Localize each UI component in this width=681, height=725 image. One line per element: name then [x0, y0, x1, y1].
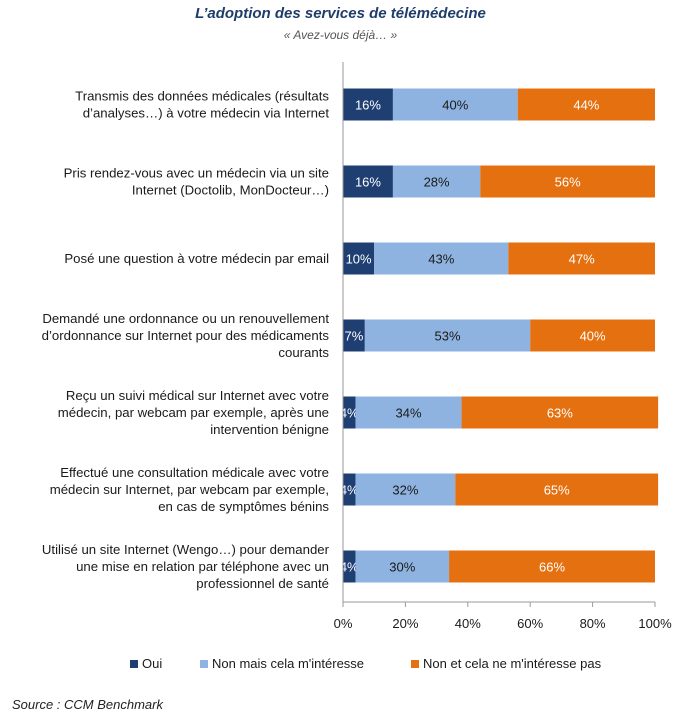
category-label: Posé une question à votre médecin par em…: [64, 251, 329, 266]
data-label: 4%: [340, 483, 359, 498]
legend-swatch: [130, 660, 138, 668]
legend-label: Non mais cela m'intéresse: [212, 656, 364, 671]
bar-segment: [355, 396, 462, 429]
x-tick-label: 60%: [517, 616, 543, 631]
bar-segment: [355, 550, 450, 583]
category-label: Internet (Doctolib, MonDocteur…): [132, 183, 329, 198]
bar-segment: [343, 88, 393, 121]
bar-segment: [517, 88, 655, 121]
category-label: d’analyses…) à votre médecin via Interne…: [83, 106, 330, 121]
category-label: intervention bénigne: [210, 422, 329, 437]
x-tick-label: 0%: [334, 616, 353, 631]
data-label: 63%: [547, 406, 573, 421]
bar-segment: [343, 550, 356, 583]
x-tick-label: 100%: [638, 616, 672, 631]
category-label: courants: [278, 345, 329, 360]
data-label: 30%: [389, 560, 415, 575]
data-label: 4%: [340, 406, 359, 421]
data-label: 40%: [442, 98, 468, 113]
category-label: médecin sur Internet, par webcam par exe…: [50, 482, 329, 497]
bar-segment: [364, 319, 531, 352]
data-label: 32%: [392, 483, 418, 498]
legend-swatch: [200, 660, 208, 668]
data-label: 65%: [544, 483, 570, 498]
bar-segment: [455, 473, 659, 506]
data-label: 56%: [555, 175, 581, 190]
category-label: Reçu un suivi médical sur Internet avec …: [66, 388, 329, 403]
data-label: 34%: [396, 406, 422, 421]
bar-segment: [355, 473, 456, 506]
bar-segment: [374, 242, 509, 275]
x-tick-label: 40%: [455, 616, 481, 631]
bar-segment: [343, 473, 356, 506]
bar-segment: [449, 550, 655, 583]
data-label: 16%: [355, 175, 381, 190]
bar-segment: [392, 88, 518, 121]
bar-segment: [343, 396, 356, 429]
category-label: professionnel de santé: [196, 576, 329, 591]
data-label: 66%: [539, 560, 565, 575]
category-label: une mise en relation par téléphone avec …: [76, 559, 329, 574]
data-label: 10%: [346, 252, 372, 267]
bar-segment: [343, 242, 375, 275]
data-label: 44%: [573, 98, 599, 113]
data-label: 16%: [355, 98, 381, 113]
category-label: en cas de symptômes bénins: [158, 499, 329, 514]
category-label: Pris rendez-vous avec un médecin via un …: [64, 166, 329, 181]
legend-swatch: [411, 660, 419, 668]
chart-title: L’adoption des services de télémédecine: [195, 5, 486, 22]
data-label: 4%: [340, 560, 359, 575]
bar-segment: [343, 165, 393, 198]
source-note: Source : CCM Benchmark: [12, 697, 163, 712]
category-label: Demandé une ordonnance ou un renouvellem…: [42, 311, 329, 326]
bar-segment: [530, 319, 655, 352]
data-label: 53%: [435, 329, 461, 344]
bar-segment: [461, 396, 659, 429]
data-label: 7%: [345, 329, 364, 344]
category-label: Transmis des données médicales (résultat…: [75, 89, 329, 104]
x-tick-label: 20%: [392, 616, 418, 631]
data-label: 43%: [428, 252, 454, 267]
data-label: 40%: [580, 329, 606, 344]
bar-segment: [392, 165, 481, 198]
category-label: d’ordonnance sur Internet pour des médic…: [42, 328, 330, 343]
category-label: Effectué une consultation médicale avec …: [60, 465, 329, 480]
stacked-bar-chart: Transmis des données médicales (résultat…: [42, 62, 672, 671]
data-label: 47%: [569, 252, 595, 267]
chart-subtitle: « Avez-vous déjà… »: [283, 28, 398, 42]
bar-segment: [508, 242, 655, 275]
category-label: médecin, par webcam par exemple, après u…: [58, 405, 329, 420]
legend-label: Non et cela ne m'intéresse pas: [423, 656, 602, 671]
data-label: 28%: [424, 175, 450, 190]
bar-segment: [343, 319, 365, 352]
bar-segment: [480, 165, 655, 198]
legend-label: Oui: [142, 656, 162, 671]
category-label: Utilisé un site Internet (Wengo…) pour d…: [42, 542, 330, 557]
x-tick-label: 80%: [580, 616, 606, 631]
